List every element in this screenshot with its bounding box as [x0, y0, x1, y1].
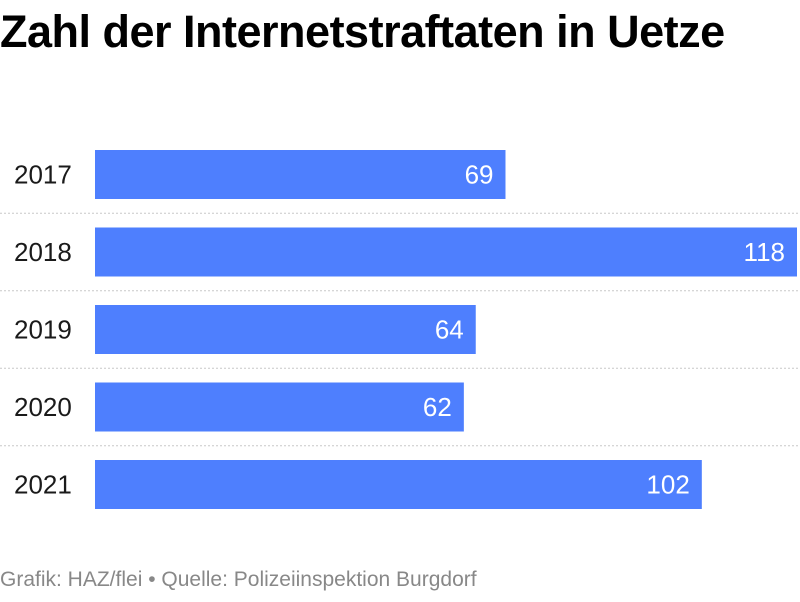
category-label: 2017	[14, 160, 72, 190]
bar	[95, 382, 464, 432]
category-label: 2018	[14, 237, 72, 267]
value-label: 62	[423, 392, 452, 422]
value-label: 69	[465, 160, 494, 190]
bar	[95, 150, 506, 199]
chart-title: Zahl der Internetstraftaten in Uetze	[0, 6, 725, 57]
category-label: 2021	[14, 470, 72, 500]
bar	[95, 227, 797, 277]
category-label: 2020	[14, 392, 72, 422]
category-label: 2019	[14, 315, 72, 345]
bar	[95, 305, 476, 354]
credit-text: Grafik: HAZ/flei	[0, 568, 143, 591]
value-label: 64	[435, 315, 464, 345]
value-label: 102	[646, 470, 689, 500]
separator-text: •	[148, 568, 156, 591]
chart-footer: Grafik: HAZ/flei • Quelle: Polizeiinspek…	[0, 568, 477, 592]
bar	[95, 460, 702, 509]
value-label: 118	[744, 237, 785, 267]
source-text: Quelle: Polizeiinspektion Burgdorf	[161, 568, 477, 591]
